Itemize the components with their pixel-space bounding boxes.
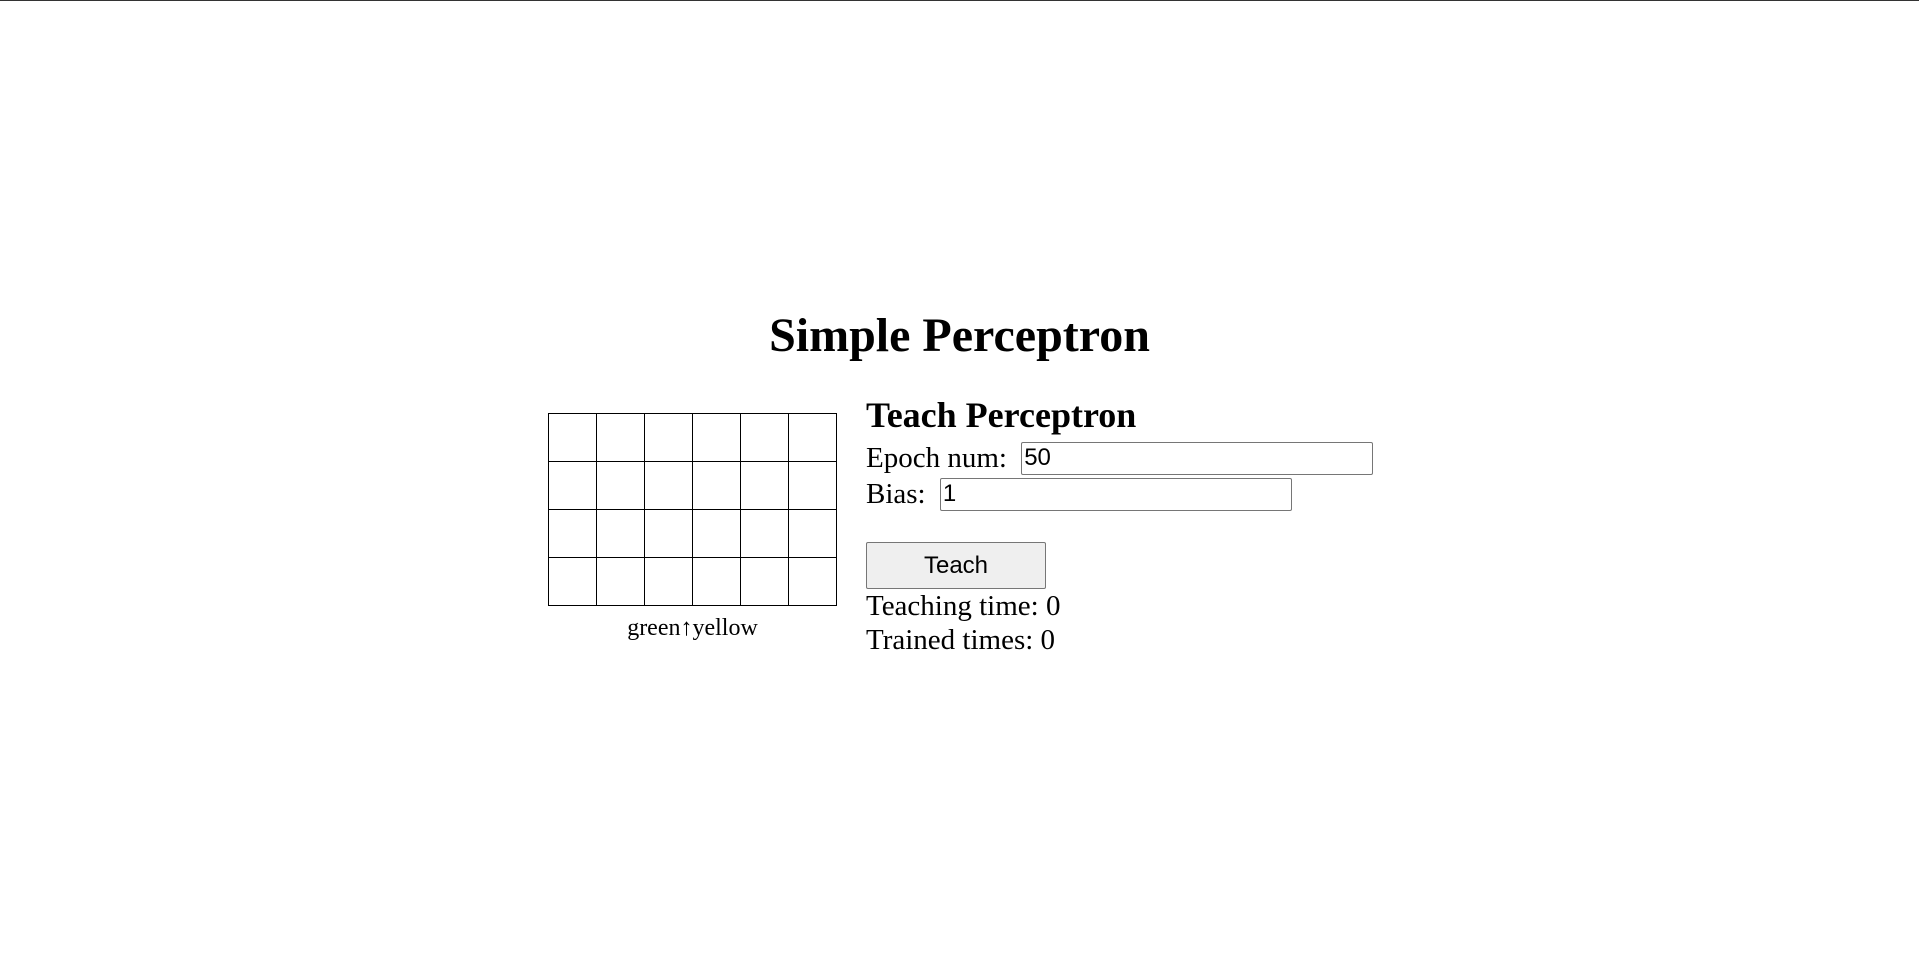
grid-cell[interactable]	[741, 558, 789, 606]
teach-panel: Teach Perceptron Epoch num: Bias: Teach …	[866, 390, 1466, 657]
grid-cell[interactable]	[645, 510, 693, 558]
epoch-input[interactable]	[1021, 441, 1374, 475]
grid-cell[interactable]	[693, 462, 741, 510]
grid-cell[interactable]	[789, 462, 837, 510]
grid-cell[interactable]	[549, 558, 597, 606]
bias-row: Bias:	[866, 476, 1466, 512]
grid-cell[interactable]	[741, 414, 789, 462]
grid-cell[interactable]	[549, 510, 597, 558]
grid-cell[interactable]	[789, 558, 837, 606]
bias-label: Bias:	[866, 478, 933, 510]
grid-cell[interactable]	[549, 414, 597, 462]
window-top-border	[0, 0, 1919, 1]
grid-cell[interactable]	[549, 462, 597, 510]
teaching-time: Teaching time: 0	[866, 589, 1466, 623]
grid-cell[interactable]	[693, 414, 741, 462]
bias-input[interactable]	[939, 477, 1292, 511]
grid-cell[interactable]	[693, 558, 741, 606]
teach-panel-title: Teach Perceptron	[866, 395, 1137, 435]
grid-cell[interactable]	[597, 510, 645, 558]
grid-cell[interactable]	[789, 414, 837, 462]
grid-cell[interactable]	[597, 414, 645, 462]
grid-cell[interactable]	[741, 462, 789, 510]
trained-times: Trained times: 0	[866, 623, 1466, 657]
grid-cell[interactable]	[645, 414, 693, 462]
grid-cell[interactable]	[789, 510, 837, 558]
trained-times-label: Trained times:	[866, 624, 1041, 656]
grid-cell[interactable]	[597, 558, 645, 606]
input-grid	[548, 413, 837, 606]
grid-cell[interactable]	[693, 510, 741, 558]
page-title: Simple Perceptron	[769, 309, 1150, 362]
grid-cell[interactable]	[741, 510, 789, 558]
teach-button[interactable]: Teach	[866, 542, 1046, 589]
teaching-time-label: Teaching time:	[866, 590, 1046, 622]
teaching-time-value: 0	[1045, 590, 1061, 622]
grid-cell[interactable]	[597, 462, 645, 510]
grid-cell[interactable]	[645, 558, 693, 606]
grid-cell[interactable]	[645, 462, 693, 510]
epoch-row: Epoch num:	[866, 440, 1466, 476]
grid-caption: green↑yellow	[627, 615, 758, 641]
epoch-label: Epoch num:	[866, 442, 1015, 474]
trained-times-value: 0	[1040, 624, 1056, 656]
